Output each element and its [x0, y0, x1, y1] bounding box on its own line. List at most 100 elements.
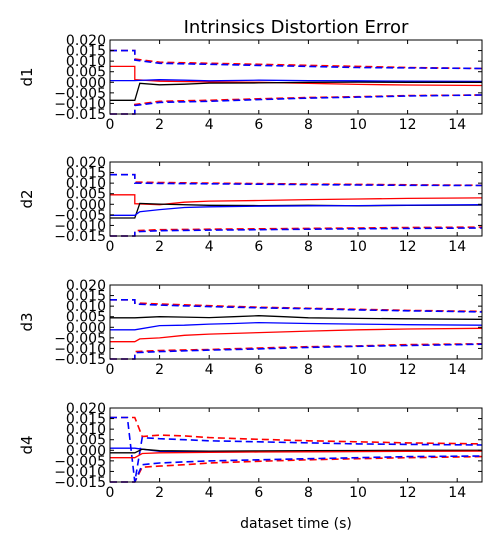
y-axis-label-d4: d4: [18, 435, 36, 454]
series-line-d3-black-solid-4: [110, 315, 483, 320]
series-line-d3-blue-solid-5: [110, 321, 483, 331]
subplot-d1: 0 2 4 6 8 10 12 14−0.015−0.010−0.0050.0000.0050…: [18, 33, 483, 133]
x-tick-label-d3-6: 12: [399, 362, 417, 378]
x-tick-label-d2-1: 2: [155, 239, 164, 255]
x-tick-label-d3-4: 8: [304, 362, 313, 378]
x-axis-label: dataset time (s): [240, 516, 352, 532]
series-line-d4-blue-dashed-1: [110, 416, 483, 483]
x-tick-label-d4-7: 14: [448, 485, 466, 501]
series-line-d1-blue-dashed-3: [110, 94, 483, 115]
x-tick-label-d1-2: 4: [205, 117, 214, 133]
series-line-d2-red-solid-4: [110, 194, 483, 206]
x-tick-label-d3-3: 6: [254, 362, 263, 378]
y-tick-label-d2-3: 0.000: [66, 197, 106, 213]
x-tick-label-d1-5: 10: [349, 117, 367, 133]
x-tick-label-d3-7: 14: [448, 362, 466, 378]
y-tick-label-d2-2: −0.005: [54, 208, 106, 224]
series-line-d3-red-dashed-2: [110, 343, 483, 360]
y-axis-label-d3: d3: [18, 312, 36, 331]
x-tick-label-d1-1: 2: [155, 117, 164, 133]
y-tick-label-d4-0: −0.015: [54, 475, 106, 491]
x-tick-label-d4-2: 4: [205, 485, 214, 501]
y-tick-label-d2-4: 0.005: [66, 187, 106, 203]
series-line-d1-red-dashed-0: [110, 49, 483, 70]
axes-frame-d4: [109, 407, 483, 483]
y-tick-label-d1-0: −0.015: [54, 107, 106, 123]
y-tick-label-d3-1: −0.010: [54, 341, 106, 357]
series-line-d4-red-dashed-0: [110, 416, 483, 445]
series-line-d1-blue-dashed-1: [110, 49, 483, 70]
x-tick-label-d2-5: 10: [349, 239, 367, 255]
x-tick-label-d2-3: 6: [254, 239, 263, 255]
x-tick-label-d2-7: 14: [448, 239, 466, 255]
series-line-d1-blue-solid-5: [110, 79, 483, 83]
x-tick-label-d2-6: 12: [399, 239, 417, 255]
x-tick-label-d3-0: 0: [106, 362, 115, 378]
series-line-d1-red-dashed-2: [110, 94, 483, 115]
series-line-d3-blue-dashed-3: [110, 343, 483, 360]
y-tick-label-d1-2: −0.005: [54, 86, 106, 102]
y-tick-label-d3-5: 0.010: [66, 299, 106, 315]
series-line-d2-blue-solid-6: [110, 204, 483, 216]
x-tick-label-d1-0: 0: [106, 117, 115, 133]
series-line-d4-red-dashed-2: [110, 455, 483, 483]
y-tick-label-d4-2: −0.005: [54, 454, 106, 470]
x-tick-label-d4-1: 2: [155, 485, 164, 501]
x-tick-label-d1-4: 8: [304, 117, 313, 133]
y-tick-label-d3-7: 0.020: [66, 278, 106, 294]
series-line-d2-blue-dashed-3: [110, 227, 483, 237]
axes-frame-d1: [109, 39, 483, 115]
x-tick-label-d3-5: 10: [349, 362, 367, 378]
x-tick-label-d3-1: 2: [155, 362, 164, 378]
series-line-d2-red-dashed-0: [110, 173, 483, 187]
series-line-d4-red-solid-6: [110, 450, 483, 459]
series-line-d1-red-solid-4: [110, 65, 483, 87]
y-tick-label-d2-5: 0.010: [66, 176, 106, 192]
axes-frame-d3: [109, 284, 483, 360]
y-tick-label-d4-3: 0.000: [66, 443, 106, 459]
y-tick-label-d2-1: −0.010: [54, 218, 106, 234]
series-line-d4-black-solid-5: [110, 448, 482, 454]
y-tick-label-d2-6: 0.015: [66, 166, 106, 182]
series-line-d3-red-solid-6: [110, 327, 483, 343]
y-tick-label-d3-2: −0.005: [54, 331, 106, 347]
x-tick-label-d2-0: 0: [106, 239, 115, 255]
y-tick-label-d1-6: 0.015: [66, 44, 106, 60]
x-tick-label-d1-6: 12: [399, 117, 417, 133]
axes-frame-d2: [109, 161, 483, 237]
y-tick-label-d2-0: −0.015: [54, 229, 106, 245]
y-tick-label-d1-1: −0.010: [54, 96, 106, 112]
y-tick-label-d2-7: 0.020: [66, 155, 106, 171]
y-tick-label-d3-4: 0.005: [66, 310, 106, 326]
x-tick-label-d2-2: 4: [205, 239, 214, 255]
y-tick-label-d1-3: 0.000: [66, 75, 106, 91]
x-tick-label-d1-3: 6: [254, 117, 263, 133]
subplot-d4: 0 2 4 6 8 10 12 14−0.015−0.010−0.0050.0000.0050…: [18, 401, 483, 501]
x-tick-label-d4-6: 12: [399, 485, 417, 501]
y-tick-label-d3-0: −0.015: [54, 352, 106, 368]
y-tick-label-d4-6: 0.015: [66, 412, 106, 428]
x-tick-label-d4-3: 6: [254, 485, 263, 501]
y-tick-label-d4-5: 0.010: [66, 422, 106, 438]
subplots: 0 2 4 6 8 10 12 14−0.015−0.010−0.0050.0000.0050…: [18, 33, 483, 501]
x-tick-label-d2-4: 8: [304, 239, 313, 255]
x-tick-label-d3-2: 4: [205, 362, 214, 378]
y-tick-label-d4-4: 0.005: [66, 433, 106, 449]
y-tick-label-d1-7: 0.020: [66, 33, 106, 49]
x-tick-label-d4-5: 10: [349, 485, 367, 501]
series-line-d4-blue-dashed-3: [110, 455, 483, 483]
y-tick-label-d1-4: 0.005: [66, 65, 106, 81]
subplot-d2: 0 2 4 6 8 10 12 14−0.015−0.010−0.0050.0000.0050…: [18, 155, 483, 255]
chart-title: Intrinsics Distortion Error: [184, 17, 409, 38]
series-line-d2-blue-dashed-1: [110, 173, 483, 187]
y-tick-label-d3-3: 0.000: [66, 320, 106, 336]
y-axis-label-d2: d2: [18, 189, 36, 208]
x-tick-label-d4-4: 8: [304, 485, 313, 501]
y-tick-label-d3-6: 0.015: [66, 289, 106, 305]
subplot-d3: 0 2 4 6 8 10 12 14−0.015−0.010−0.0050.0000.0050…: [18, 278, 483, 378]
y-tick-label-d1-5: 0.010: [66, 54, 106, 70]
series-line-d1-black-solid-6: [110, 81, 482, 101]
y-axis-label-d1: d1: [18, 67, 36, 86]
y-tick-label-d4-1: −0.010: [54, 464, 106, 480]
x-tick-label-d4-0: 0: [106, 485, 115, 501]
